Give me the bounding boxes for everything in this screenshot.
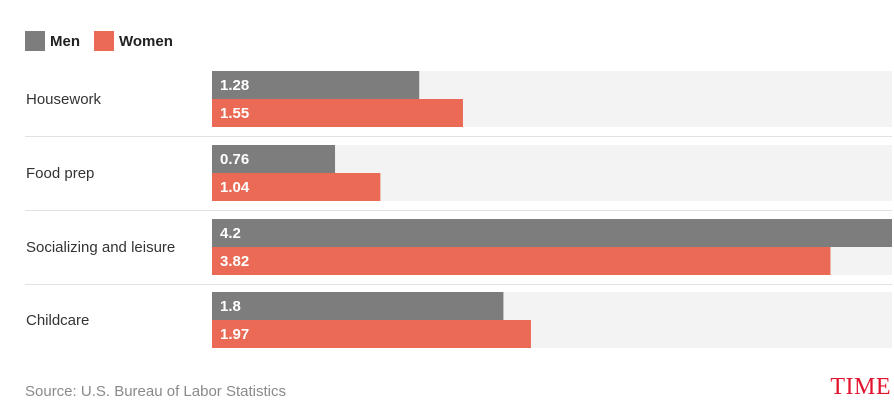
legend-item-men: Men xyxy=(25,31,80,51)
data-label-women-socializing-and-leisure: 3.82 xyxy=(220,253,249,270)
bar-women-socializing-and-leisure xyxy=(212,247,831,275)
data-label-women-food-prep: 1.04 xyxy=(220,179,250,196)
data-label-men-food-prep: 0.76 xyxy=(220,151,249,168)
bar-men-socializing-and-leisure xyxy=(212,219,892,247)
bar-women-food-prep xyxy=(212,173,381,201)
data-label-women-housework: 1.55 xyxy=(220,105,249,122)
category-label-housework: Housework xyxy=(26,91,102,108)
legend-swatch-women xyxy=(94,31,114,51)
category-label-food-prep: Food prep xyxy=(26,165,94,182)
data-label-men-housework: 1.28 xyxy=(220,77,249,94)
bar-women-childcare xyxy=(212,320,531,348)
category-label-childcare: Childcare xyxy=(26,312,89,329)
data-label-women-childcare: 1.97 xyxy=(220,326,249,343)
category-label-socializing-and-leisure: Socializing and leisure xyxy=(26,239,175,256)
time-logo: TIME xyxy=(830,374,891,400)
legend: Men Women xyxy=(25,31,187,51)
bar-men-food-prep xyxy=(212,145,336,173)
legend-swatch-men xyxy=(25,31,45,51)
data-label-men-socializing-and-leisure: 4.2 xyxy=(220,225,241,242)
bar-men-childcare xyxy=(212,292,504,320)
legend-item-women: Women xyxy=(94,31,173,51)
source-note: Source: U.S. Bureau of Labor Statistics xyxy=(25,383,286,400)
bar-women-housework xyxy=(212,99,463,127)
bar-men-housework xyxy=(212,71,420,99)
data-label-men-childcare: 1.8 xyxy=(220,298,241,315)
legend-label-women: Women xyxy=(119,32,173,50)
legend-label-men: Men xyxy=(50,32,80,50)
